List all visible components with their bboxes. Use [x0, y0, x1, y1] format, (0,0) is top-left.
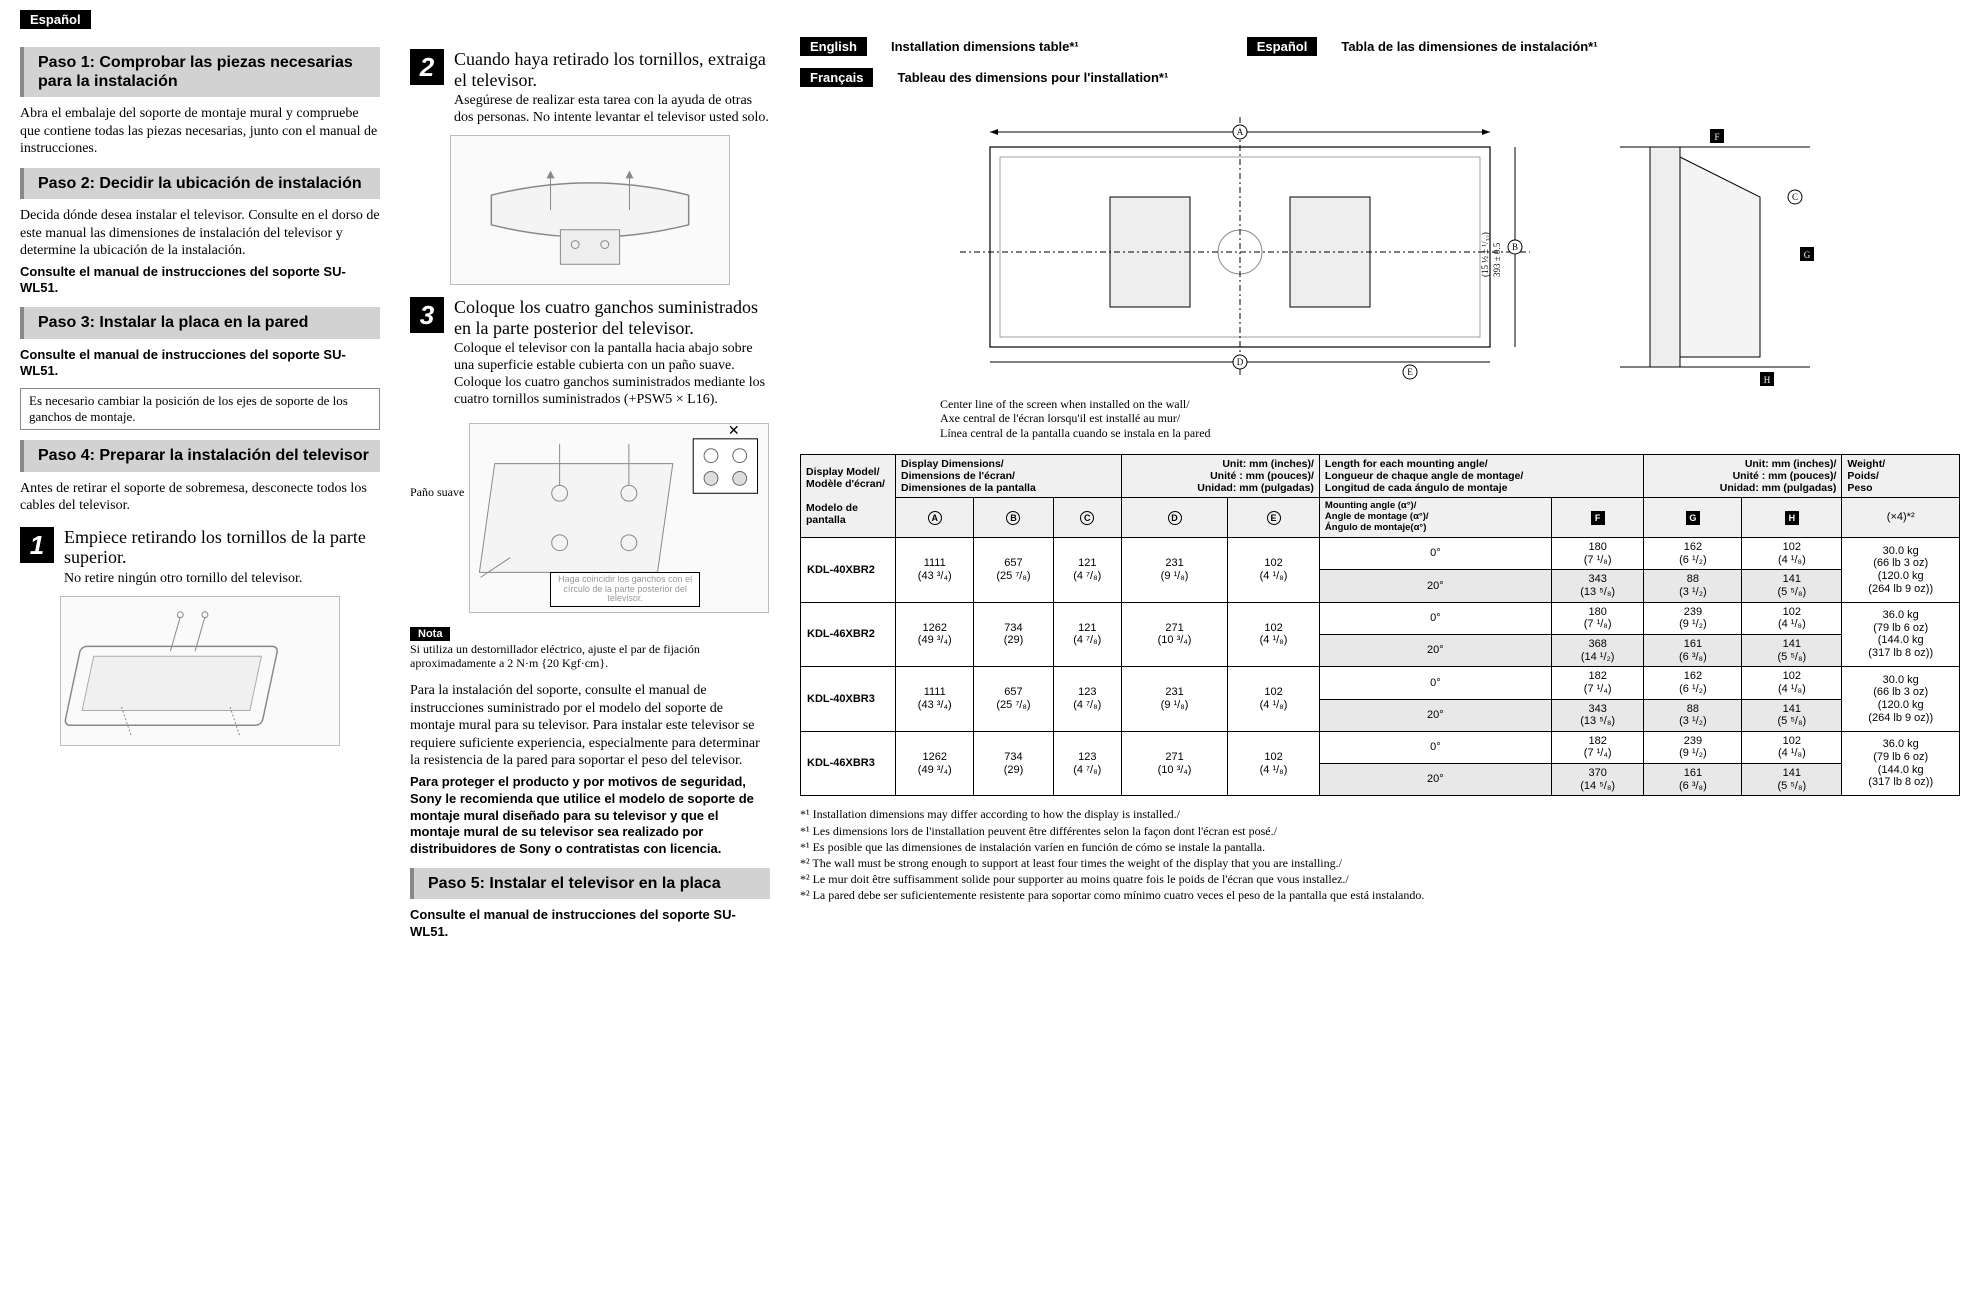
substep-2-number: 2	[410, 49, 444, 85]
paso1-body: Abra el embalaje del soporte de montaje …	[20, 105, 380, 158]
lang-es: Español	[1247, 37, 1318, 56]
title-fr: Tableau des dimensions pour l'installati…	[897, 70, 1168, 85]
lang-row: English Installation dimensions table*¹ …	[800, 37, 1960, 87]
svg-text:H: H	[1764, 375, 1771, 385]
paso3-label: Paso 3:	[38, 314, 95, 331]
paso3-header: Paso 3: Instalar la placa en la pared	[20, 307, 380, 338]
svg-text:D: D	[1237, 357, 1244, 367]
svg-text:✕: ✕	[728, 424, 740, 438]
th-col-e: E	[1228, 498, 1320, 538]
pano-label: Paño suave	[410, 485, 464, 500]
substep-1-number: 1	[20, 527, 54, 563]
column-middle: 2 Cuando haya retirado los tornillos, ex…	[410, 37, 770, 945]
paso4-title: Preparar la instalación del televisor	[99, 447, 368, 464]
paso5-label: Paso 5:	[428, 875, 485, 892]
th-dims: Display Dimensions/ Dimensions de l'écra…	[896, 455, 1122, 498]
svg-text:393 ± 0.5: 393 ± 0.5	[1492, 242, 1502, 277]
th-angle: Mounting angle (α°)/ Angle de montage (α…	[1319, 498, 1551, 538]
svg-text:(15 ½ ± ¹/₃₂): (15 ½ ± ¹/₃₂)	[1480, 232, 1490, 277]
title-en: Installation dimensions table*¹	[891, 39, 1079, 54]
substep-2-title: Cuando haya retirado los tornillos, extr…	[454, 49, 770, 90]
svg-text:A: A	[1237, 127, 1244, 137]
paso5-bold: Consulte el manual de instrucciones del …	[410, 907, 770, 941]
substep-3-title: Coloque los cuatro ganchos suministrados…	[454, 297, 770, 338]
paso3-title: Instalar la placa en la pared	[99, 314, 308, 331]
paso1-header: Paso 1: Comprobar las piezas necesarias …	[20, 47, 380, 97]
svg-text:F: F	[1714, 132, 1719, 142]
th-col-f: F	[1551, 498, 1644, 538]
footnote-line: *¹ Installation dimensions may differ ac…	[800, 806, 1960, 822]
svg-text:C: C	[1792, 192, 1798, 202]
footnote-line: *² The wall must be strong enough to sup…	[800, 855, 1960, 871]
substep-1-sub: No retire ningún otro tornillo del telev…	[64, 571, 380, 588]
column-left: Paso 1: Comprobar las piezas necesarias …	[20, 37, 380, 945]
dimensions-table: Display Model/ Modèle d'écran/ Modelo de…	[800, 454, 1960, 796]
paso5-title: Instalar el televisor en la placa	[489, 875, 720, 892]
lang-en: English	[800, 37, 867, 56]
table-row: KDL-46XBR31262 (49 ³/₄)734 (29)123 (4 ⁷/…	[801, 731, 1960, 763]
th-unit2: Unit: mm (inches)/ Unité : mm (pouces)/ …	[1644, 455, 1842, 498]
substep-1-title: Empiece retirando los tornillos de la pa…	[64, 527, 380, 568]
substep-3: 3 Coloque los cuatro ganchos suministrad…	[410, 297, 770, 409]
column-right: English Installation dimensions table*¹ …	[800, 37, 1960, 945]
paso2-title: Decidir la ubicación de instalación	[99, 175, 361, 192]
footnote-line: *² Le mur doit être suffisamment solide …	[800, 871, 1960, 887]
title-es: Tabla de las dimensiones de instalación*…	[1341, 39, 1597, 54]
substep-2-sub: Asegúrese de realizar esta tarea con la …	[454, 93, 770, 127]
paso2-bold: Consulte el manual de instrucciones del …	[20, 264, 380, 298]
table-row: KDL-46XBR21262 (49 ³/₄)734 (29)121 (4 ⁷/…	[801, 602, 1960, 634]
centerline-caption: Center line of the screen when installed…	[940, 397, 1960, 440]
th-col-a: A	[896, 498, 974, 538]
footnote-line: *² La pared debe ser suficientemente res…	[800, 887, 1960, 903]
nota-text: Si utiliza un destornillador eléctrico, …	[410, 642, 770, 671]
th-col-g: G	[1644, 498, 1742, 538]
table-row: KDL-40XBR21111 (43 ³/₄)657 (25 ⁷/₈)121 (…	[801, 538, 1960, 570]
lang-badge-top: Español	[20, 10, 91, 29]
paso1-label: Paso 1:	[38, 54, 95, 71]
paso2-body: Decida dónde desea instalar el televisor…	[20, 207, 380, 260]
svg-text:E: E	[1407, 367, 1413, 377]
paso4-label: Paso 4:	[38, 447, 95, 464]
nota-tag: Nota	[410, 627, 450, 641]
substep-3-number: 3	[410, 297, 444, 333]
footnote-line: *¹ Es posible que las dimensiones de ins…	[800, 839, 1960, 855]
svg-text:G: G	[1804, 250, 1811, 260]
svg-text:B: B	[1512, 242, 1518, 252]
paso4-body: Antes de retirar el soporte de sobremesa…	[20, 480, 380, 515]
footnotes: *¹ Installation dimensions may differ ac…	[800, 806, 1960, 903]
th-x4: (×4)*²	[1842, 498, 1960, 538]
lang-fr: Français	[800, 68, 873, 87]
illustration-screws	[60, 596, 340, 746]
illustration-lift	[450, 135, 730, 285]
para-body: Para la instalación del soporte, consult…	[410, 682, 770, 770]
paso5-header: Paso 5: Instalar el televisor en la plac…	[410, 868, 770, 899]
th-length: Length for each mounting angle/ Longueur…	[1319, 455, 1644, 498]
illustration-hooks: ✕ Haga coincidir los ganchos con el círc…	[469, 423, 769, 613]
th-col-c: C	[1053, 498, 1121, 538]
paso4-header: Paso 4: Preparar la instalación del tele…	[20, 440, 380, 471]
substep-3-sub: Coloque el televisor con la pantalla hac…	[454, 341, 770, 408]
page-layout: Paso 1: Comprobar las piezas necesarias …	[20, 37, 1967, 945]
th-model: Display Model/ Modèle d'écran/ Modelo de…	[801, 455, 896, 538]
substep-1: 1 Empiece retirando los tornillos de la …	[20, 527, 380, 588]
table-row: KDL-40XBR31111 (43 ³/₄)657 (25 ⁷/₈)123 (…	[801, 667, 1960, 699]
technical-diagram: A D B E 393 ± 0.5 (15 ½ ± ¹/₃₂)	[930, 107, 1830, 387]
hook-caption: Haga coincidir los ganchos con el círcul…	[550, 572, 700, 606]
paso3-bold: Consulte el manual de instrucciones del …	[20, 347, 380, 381]
footnote-line: *¹ Les dimensions lors de l'installation…	[800, 823, 1960, 839]
paso2-label: Paso 2:	[38, 175, 95, 192]
paso2-header: Paso 2: Decidir la ubicación de instalac…	[20, 168, 380, 199]
th-unit1: Unit: mm (inches)/ Unité : mm (pouces)/ …	[1122, 455, 1320, 498]
th-weight: Weight/ Poids/ Peso	[1842, 455, 1960, 498]
th-col-h: H	[1742, 498, 1842, 538]
th-col-d: D	[1122, 498, 1228, 538]
paso3-note-box: Es necesario cambiar la posición de los …	[20, 388, 380, 430]
substep-2: 2 Cuando haya retirado los tornillos, ex…	[410, 49, 770, 127]
para-bold: Para proteger el producto y por motivos …	[410, 774, 770, 858]
th-col-b: B	[974, 498, 1053, 538]
